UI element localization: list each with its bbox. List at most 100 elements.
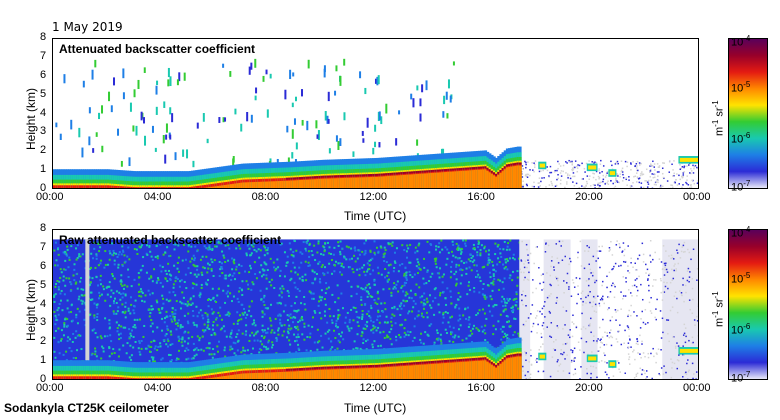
noise-pixel xyxy=(252,347,255,350)
noise-pixel xyxy=(250,288,253,291)
noise-pixel xyxy=(441,248,444,251)
noise-pixel xyxy=(216,350,219,353)
noise-pixel xyxy=(487,249,490,252)
clear-pixel xyxy=(659,186,662,188)
clear-pixel xyxy=(623,342,625,345)
clear-pixel xyxy=(684,327,687,329)
clear-pixel xyxy=(650,164,652,167)
noise-pixel xyxy=(475,327,478,330)
noise-pixel xyxy=(126,255,129,258)
noise-pixel xyxy=(489,276,492,279)
noise-pixel xyxy=(208,328,211,331)
noise-pixel xyxy=(286,319,289,322)
cloud-speck xyxy=(63,74,66,84)
noise-pixel xyxy=(396,280,399,283)
clear-pixel xyxy=(634,175,637,177)
noise-pixel xyxy=(100,337,103,340)
noise-pixel xyxy=(297,333,300,336)
noise-pixel xyxy=(426,270,429,273)
clear-pixel xyxy=(689,308,691,311)
noise-pixel xyxy=(161,306,164,309)
clear-pixel xyxy=(621,167,624,170)
clear-pixel xyxy=(572,172,575,174)
clear-pixel xyxy=(655,279,657,281)
noise-pixel xyxy=(337,241,340,244)
clear-pixel xyxy=(567,177,569,179)
clear-pixel xyxy=(598,184,601,187)
cloud-base xyxy=(385,173,388,176)
noise-pixel xyxy=(318,340,321,343)
clear-pixel xyxy=(601,284,603,287)
clear-pixel xyxy=(580,292,583,294)
noise-pixel xyxy=(471,260,474,263)
surface-layer xyxy=(464,170,468,188)
cloud-speck xyxy=(174,152,177,161)
noise-pixel xyxy=(212,275,215,278)
noise-pixel xyxy=(91,277,94,280)
clear-pixel xyxy=(627,289,630,291)
surface-layer xyxy=(316,179,319,188)
boundary-layer xyxy=(139,181,143,188)
cloud-speck xyxy=(117,128,120,136)
noise-pixel xyxy=(486,284,489,287)
clear-pixel xyxy=(573,166,575,169)
cloud-base xyxy=(499,169,503,172)
cloud-base xyxy=(426,170,429,173)
clear-pixel xyxy=(522,365,524,368)
noise-pixel xyxy=(350,247,353,250)
clear-pixel xyxy=(570,359,573,362)
noise-pixel xyxy=(241,312,244,315)
noise-pixel xyxy=(102,347,105,350)
cloud-speck xyxy=(442,148,445,158)
noise-pixel xyxy=(130,354,133,357)
noise-pixel xyxy=(118,338,121,341)
cloud-speck xyxy=(137,79,140,89)
boundary-layer xyxy=(182,181,186,188)
noise-pixel xyxy=(166,325,169,328)
noise-pixel xyxy=(226,290,229,293)
noise-pixel xyxy=(481,293,484,296)
noise-pixel xyxy=(63,268,66,271)
boundary-layer xyxy=(53,185,56,188)
noise-pixel xyxy=(142,256,145,259)
noise-pixel xyxy=(283,324,286,327)
cloud-base xyxy=(400,172,403,175)
clear-pixel xyxy=(640,356,642,359)
boundary-layer xyxy=(197,185,201,188)
clear-pixel xyxy=(645,377,647,379)
clear-pixel xyxy=(598,169,600,172)
clear-pixel xyxy=(566,272,569,275)
clear-pixel xyxy=(583,188,585,189)
noise-pixel xyxy=(199,309,202,312)
noise-pixel xyxy=(293,325,296,328)
boundary-layer xyxy=(137,181,140,188)
clear-pixel xyxy=(691,336,694,339)
noise-pixel xyxy=(275,267,278,270)
surface-layer xyxy=(451,171,455,188)
clear-pixel xyxy=(635,163,638,165)
boundary-layer xyxy=(85,185,89,188)
noise-pixel xyxy=(162,253,165,256)
noise-pixel xyxy=(67,336,70,339)
noise-pixel xyxy=(102,285,105,288)
noise-pixel xyxy=(183,340,186,343)
noise-pixel xyxy=(477,242,480,245)
noise-pixel xyxy=(253,339,256,342)
boundary-layer xyxy=(188,187,192,188)
noise-pixel xyxy=(243,241,246,244)
cloud-base xyxy=(389,172,393,175)
noise-pixel xyxy=(111,253,114,256)
noise-pixel xyxy=(231,257,234,260)
noise-pixel xyxy=(227,311,230,314)
clear-pixel xyxy=(670,187,672,188)
boundary-layer xyxy=(162,187,166,188)
noise-pixel xyxy=(248,309,251,312)
noise-pixel xyxy=(490,298,493,301)
noise-pixel xyxy=(116,255,119,258)
noise-pixel xyxy=(201,335,204,338)
clear-pixel xyxy=(533,162,535,164)
boundary-layer xyxy=(182,185,186,188)
noise-pixel xyxy=(363,288,366,291)
noise-pixel xyxy=(283,275,286,278)
noise-pixel xyxy=(112,249,115,252)
